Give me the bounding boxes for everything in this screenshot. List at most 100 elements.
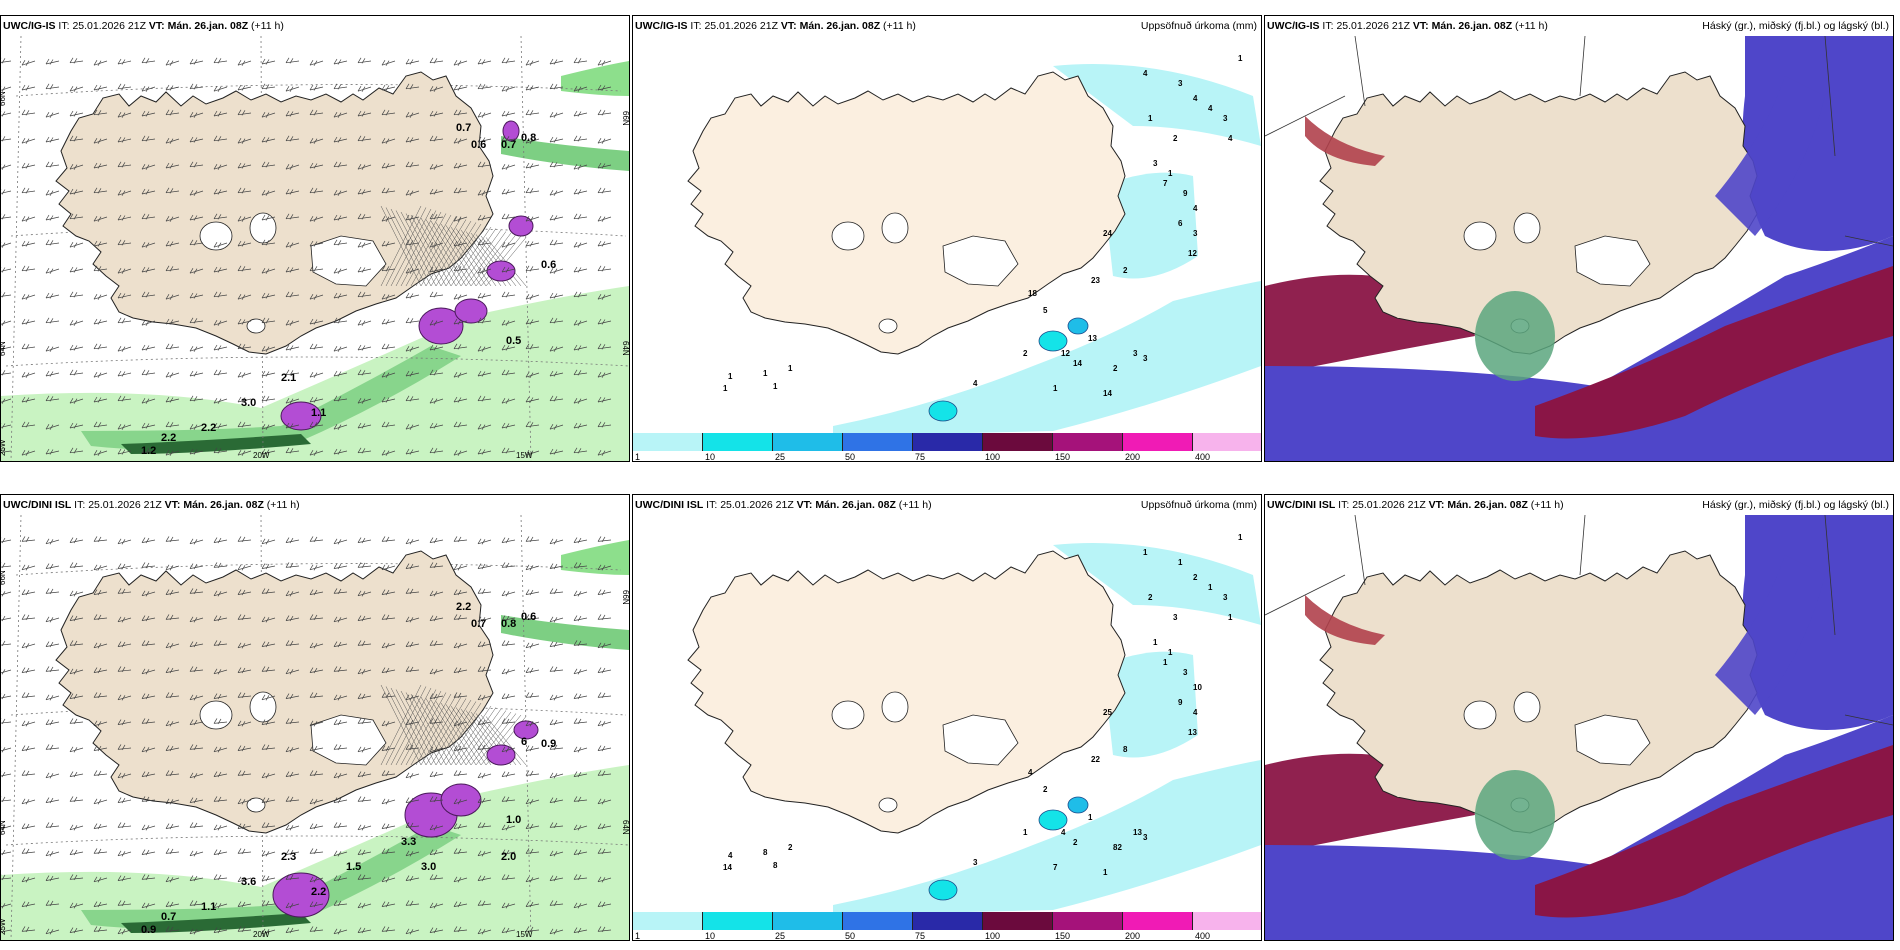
wind-barb bbox=[549, 424, 564, 430]
wind-barb-feather bbox=[433, 825, 438, 831]
wind-barb bbox=[237, 721, 252, 727]
wind-barb bbox=[21, 268, 36, 272]
wind-barb bbox=[333, 825, 348, 828]
lat-label-right-64: 64N bbox=[621, 341, 629, 356]
wind-barb-feather bbox=[481, 822, 486, 829]
wind-map-layer: 2.20.7 0.80.60.91.00.90.71.13.62.32.21.53… bbox=[1, 515, 629, 940]
wind-barb bbox=[549, 242, 564, 246]
wind-barb-feather bbox=[405, 797, 410, 803]
wind-barb-feather bbox=[501, 746, 506, 752]
wind-barb-feather bbox=[45, 58, 50, 65]
wind-barb bbox=[189, 60, 204, 65]
wind-barb-feather bbox=[189, 214, 194, 221]
wind-barb-feather bbox=[45, 694, 50, 700]
wind-barb bbox=[357, 112, 372, 117]
precip-amount-label: 3 bbox=[1223, 114, 1228, 123]
wind-barb bbox=[21, 721, 36, 727]
legend-tick-label: 75 bbox=[915, 931, 926, 941]
legend-tick-label: 1 bbox=[635, 452, 641, 462]
wind-barb bbox=[405, 86, 420, 90]
wind-barb-feather bbox=[357, 57, 362, 63]
hatch-line bbox=[385, 207, 427, 287]
wind-barb bbox=[1, 929, 12, 933]
wind-barb-feather bbox=[289, 189, 294, 195]
wind-barb-feather bbox=[381, 667, 386, 673]
wind-barb-feather bbox=[481, 424, 486, 430]
wind-barb-feather bbox=[93, 926, 98, 932]
wind-barb bbox=[285, 799, 300, 802]
wind-barb bbox=[357, 773, 372, 777]
wind-barb-feather bbox=[405, 424, 410, 430]
wind-barb-feather bbox=[433, 370, 438, 376]
wind-barb-feather bbox=[165, 109, 170, 115]
wind-barb-feather bbox=[405, 395, 410, 401]
wind-barb-feather bbox=[1, 86, 6, 92]
wind-barb-feather bbox=[501, 902, 506, 908]
wind-barb-feather bbox=[1, 591, 6, 597]
wind-speed-label: 0.9 bbox=[141, 924, 156, 936]
wind-barb-feather bbox=[241, 565, 246, 571]
wind-barb bbox=[333, 216, 348, 221]
wind-barb-feather bbox=[237, 343, 242, 349]
precip-map-layer: 1434434123179463122423218513121414233111… bbox=[633, 36, 1261, 436]
wind-barb-feather bbox=[93, 84, 98, 91]
wind-barb-feather bbox=[145, 370, 150, 376]
wind-barb-feather bbox=[93, 667, 98, 673]
wind-barb-feather bbox=[433, 562, 438, 569]
wind-barb-feather bbox=[21, 848, 26, 854]
wind-barb-feather bbox=[433, 640, 438, 647]
wind-barb-feather bbox=[433, 747, 438, 753]
wind-barb-feather bbox=[213, 188, 218, 195]
model-name: UWC/IG-IS bbox=[635, 20, 688, 32]
wind-barb-feather bbox=[97, 188, 102, 194]
wind-barb-feather bbox=[429, 447, 434, 453]
wind-barb-feather bbox=[405, 58, 410, 65]
wind-barb-feather bbox=[285, 562, 290, 568]
wind-barb bbox=[1, 721, 12, 724]
wind-barb-feather bbox=[501, 562, 506, 568]
wind-barb-feather bbox=[333, 744, 338, 750]
wind-barb-feather bbox=[433, 927, 438, 934]
wind-barb-feather bbox=[141, 874, 146, 880]
wind-barb-feather bbox=[477, 666, 482, 672]
precip-amount-label: 2 bbox=[1113, 364, 1118, 373]
wind-barb bbox=[597, 190, 612, 194]
wind-barb-feather bbox=[549, 239, 554, 245]
wind-barb-feather bbox=[553, 900, 558, 907]
wind-barb-feather bbox=[549, 58, 554, 65]
precip-amount-label: 4 bbox=[1228, 134, 1233, 143]
wind-barb-feather bbox=[309, 294, 314, 300]
wind-barb bbox=[21, 747, 36, 751]
wind-barb bbox=[477, 164, 492, 168]
wind-barb-feather bbox=[193, 797, 198, 804]
wind-barb bbox=[453, 773, 468, 776]
gust-blob bbox=[508, 215, 534, 237]
wind-barb bbox=[477, 294, 492, 299]
wind-barb bbox=[549, 86, 564, 90]
legend-tick-label: 100 bbox=[985, 452, 1001, 462]
wind-barb-feather bbox=[577, 86, 582, 92]
wind-barb bbox=[477, 591, 492, 594]
wind-barb-feather bbox=[501, 242, 506, 248]
wind-barb-feather bbox=[525, 396, 530, 403]
wind-barb-feather bbox=[117, 395, 122, 401]
wind-speed-label: 3.0 bbox=[241, 397, 256, 409]
wind-barb bbox=[453, 294, 468, 300]
wind-barb-feather bbox=[237, 318, 242, 325]
wind-barb-feather bbox=[145, 345, 150, 351]
wind-barb-feather bbox=[285, 902, 290, 908]
wind-barb bbox=[501, 372, 516, 376]
wind-barb bbox=[573, 294, 588, 298]
wind-barb-feather bbox=[313, 85, 318, 91]
precip-amount-label: 3 bbox=[1173, 613, 1178, 622]
wind-barb-feather bbox=[237, 823, 242, 829]
wind-barb-feather bbox=[45, 448, 50, 455]
wind-barb-feather bbox=[21, 667, 26, 673]
wind-barb-feather bbox=[381, 421, 386, 427]
wind-barb bbox=[549, 877, 564, 881]
wind-barb-feather bbox=[213, 746, 218, 752]
wind-barb bbox=[117, 60, 132, 65]
wind-barb-feather bbox=[45, 424, 50, 430]
wind-barb-feather bbox=[601, 163, 606, 169]
wind-barb-feather bbox=[385, 372, 390, 378]
